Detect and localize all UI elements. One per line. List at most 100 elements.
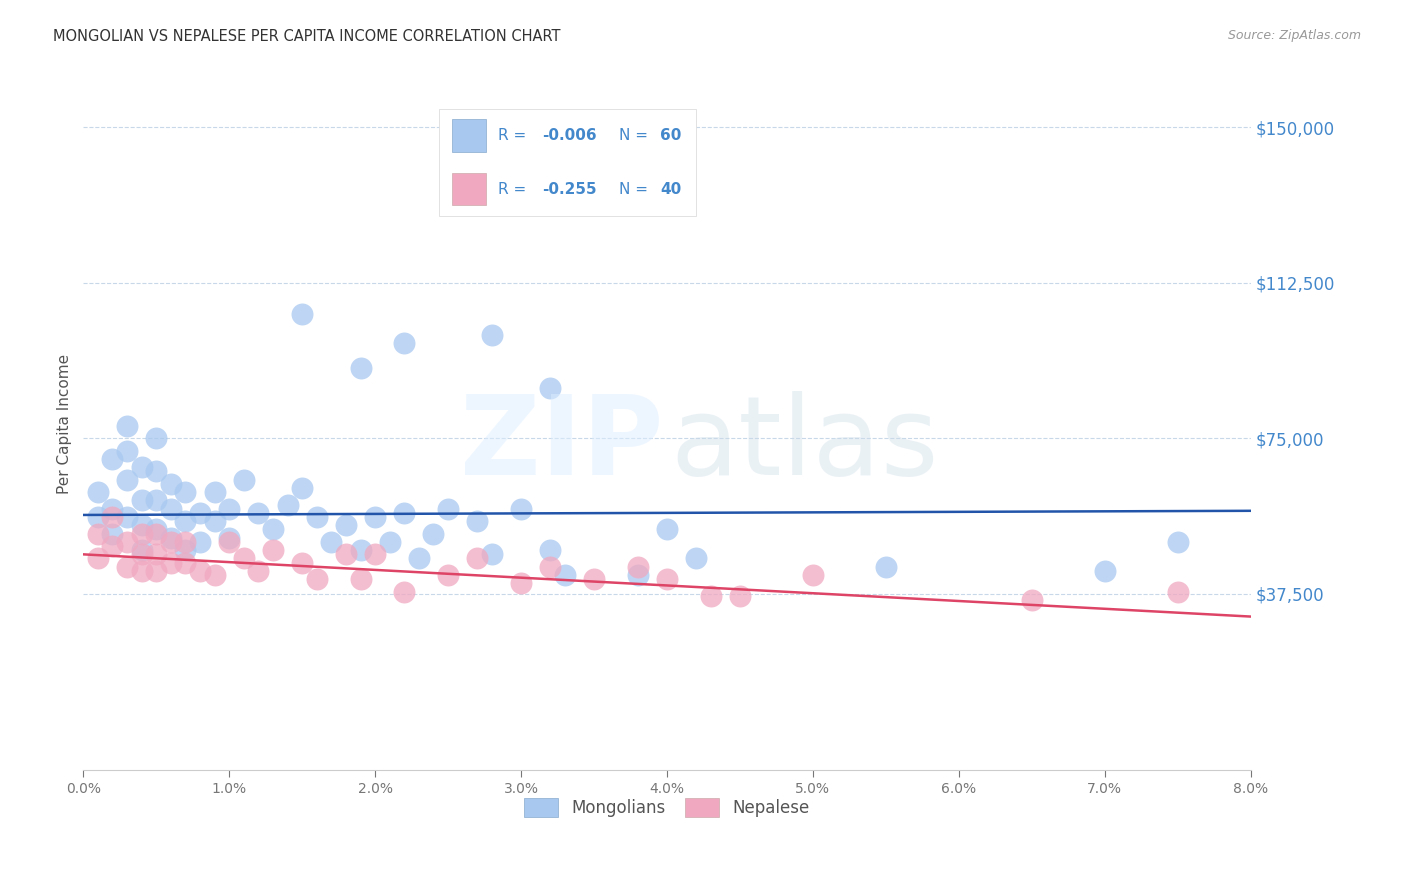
Point [277,498,299,512]
Point [101,526,124,541]
Point [538,559,561,574]
Point [160,501,183,516]
Point [131,518,153,533]
Point [655,523,678,537]
Point [465,514,488,528]
Point [218,531,240,545]
Text: MONGOLIAN VS NEPALESE PER CAPITA INCOME CORRELATION CHART: MONGOLIAN VS NEPALESE PER CAPITA INCOME … [53,29,561,44]
Point [145,526,167,541]
Point [131,564,153,578]
Point [145,564,167,578]
Point [218,501,240,516]
Point [481,547,503,561]
Point [87,485,110,500]
Point [349,543,371,558]
Point [422,526,444,541]
Point [174,485,197,500]
Point [145,547,167,561]
Point [699,589,721,603]
Point [145,493,167,508]
Point [875,559,897,574]
Point [364,510,387,524]
Point [174,535,197,549]
Point [1021,593,1043,607]
Point [408,551,430,566]
Point [160,531,183,545]
Point [437,568,460,582]
Point [188,564,211,578]
Point [174,556,197,570]
Point [394,335,416,350]
Point [160,535,183,549]
Point [87,526,110,541]
Point [115,473,138,487]
Point [349,360,371,375]
Point [554,568,576,582]
Point [321,535,343,549]
Point [160,476,183,491]
Point [232,473,254,487]
Point [160,556,183,570]
Point [305,572,328,586]
Point [131,526,153,541]
Point [378,535,401,549]
Point [174,543,197,558]
Point [115,559,138,574]
Point [305,510,328,524]
Point [801,568,824,582]
Point [364,547,387,561]
Point [131,493,153,508]
Point [437,501,460,516]
Point [174,514,197,528]
Point [1167,535,1189,549]
Point [204,568,226,582]
Point [131,460,153,475]
Point [218,535,240,549]
Point [627,559,650,574]
Point [188,506,211,520]
Point [115,510,138,524]
Point [262,523,284,537]
Point [465,551,488,566]
Text: ZIP: ZIP [460,391,664,498]
Point [115,418,138,433]
Point [101,452,124,467]
Point [655,572,678,586]
Point [232,551,254,566]
Legend: Mongolians, Nepalese: Mongolians, Nepalese [517,791,815,824]
Point [510,501,533,516]
Point [188,535,211,549]
Point [291,556,314,570]
Text: atlas: atlas [671,391,939,498]
Point [538,382,561,396]
Point [291,481,314,495]
Point [131,547,153,561]
Point [115,535,138,549]
Point [627,568,650,582]
Point [685,551,707,566]
Point [87,551,110,566]
Point [115,443,138,458]
Point [87,510,110,524]
Point [728,589,751,603]
Point [145,523,167,537]
Point [538,543,561,558]
Point [394,584,416,599]
Point [1094,564,1116,578]
Point [204,485,226,500]
Point [145,464,167,478]
Point [204,514,226,528]
Point [481,327,503,342]
Point [247,564,270,578]
Point [335,547,357,561]
Text: Source: ZipAtlas.com: Source: ZipAtlas.com [1227,29,1361,42]
Point [335,518,357,533]
Point [262,543,284,558]
Point [291,307,314,321]
Point [101,539,124,553]
Point [101,510,124,524]
Point [1167,584,1189,599]
Point [510,576,533,591]
Point [145,431,167,445]
Y-axis label: Per Capita Income: Per Capita Income [58,353,72,494]
